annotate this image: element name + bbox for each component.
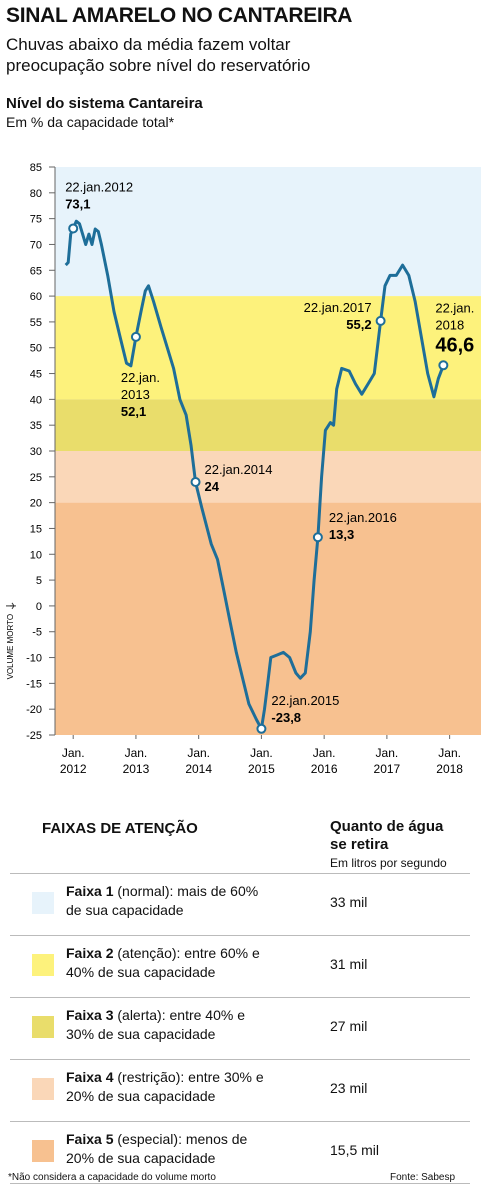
y-tick-label: 5 <box>36 575 42 587</box>
legend-value: 27 mil <box>330 1018 368 1034</box>
legend-value: 15,5 mil <box>330 1142 380 1158</box>
line <box>64 219 445 731</box>
chart: 8580757065605550454035302520151050-5-10-… <box>6 162 481 776</box>
point-value: -23,8 <box>271 710 301 725</box>
footnote: *Não considera a capacidade do volume mo… <box>8 1172 216 1183</box>
legend-text: (atenção): entre 60% e 40% de sua capaci… <box>66 945 260 980</box>
legend-value-subheader: Em litros por segundo <box>330 856 447 870</box>
point-marker <box>190 476 201 487</box>
legend-name: Faixa 3 <box>66 1007 114 1023</box>
legend-desc: Faixa 4 (restrição): entre 30% e 20% de … <box>66 1068 276 1106</box>
point-date: 22.jan. 2013 <box>121 370 160 402</box>
legend-swatch <box>32 954 54 976</box>
y-tick-label: -25 <box>26 730 42 742</box>
point-date: 22.jan. 2018 <box>435 300 474 332</box>
point-marker <box>68 223 79 234</box>
legend-name: Faixa 1 <box>66 883 114 899</box>
y-tick-label: 10 <box>30 549 42 561</box>
y-tick-label: 15 <box>30 523 42 535</box>
y-tick-label: 45 <box>30 369 42 381</box>
legend-row: Faixa 2 (atenção): entre 60% e 40% de su… <box>10 935 470 996</box>
x-tick-label: Jan. 2018 <box>436 746 463 776</box>
point-value: 52,1 <box>121 404 146 419</box>
x-tick-label: Jan. 2016 <box>311 746 338 776</box>
y-tick-label: 75 <box>30 214 42 226</box>
y-tick-label: 85 <box>30 162 42 174</box>
x-tick-label: Jan. 2015 <box>248 746 275 776</box>
y-tick-label: 65 <box>30 265 42 277</box>
y-tick-label: 55 <box>30 317 42 329</box>
legend-desc: Faixa 3 (alerta): entre 40% e 30% de sua… <box>66 1006 276 1044</box>
y-tick-label: 20 <box>30 498 42 510</box>
y-tick-label: 60 <box>30 291 42 303</box>
legend-value: 33 mil <box>330 894 368 910</box>
point-marker <box>375 315 386 326</box>
legend-row: Faixa 4 (restrição): entre 30% e 20% de … <box>10 1059 470 1120</box>
y-tick-label: -5 <box>32 627 42 639</box>
point-date: 22.jan.2012 <box>65 179 133 194</box>
chart-subtitle: Em % da capacidade total* <box>6 114 175 130</box>
band <box>55 451 481 503</box>
legend-desc: Faixa 1 (normal): mais de 60% de sua cap… <box>66 882 276 920</box>
legend-value-header: Quanto de água se retira <box>330 818 444 853</box>
legend-desc: Faixa 5 (especial): menos de 20% de sua … <box>66 1130 276 1168</box>
band <box>55 502 481 735</box>
y-tick-label: -20 <box>26 704 42 716</box>
legend-desc: Faixa 2 (atenção): entre 60% e 40% de su… <box>66 944 276 982</box>
legend-row: Faixa 5 (especial): menos de 20% de sua … <box>10 1121 470 1182</box>
source: Fonte: Sabesp <box>390 1172 456 1183</box>
legend-row: Faixa 1 (normal): mais de 60% de sua cap… <box>10 873 470 934</box>
point-marker <box>256 723 267 734</box>
subtitle: Chuvas abaixo da média fazem voltar preo… <box>6 35 311 75</box>
band <box>55 399 481 451</box>
legend-title: FAIXAS DE ATENÇÃO <box>42 820 198 837</box>
point-date: 22.jan.2016 <box>329 510 397 525</box>
volume-morto-label: VOLUME MORTO <box>6 614 15 680</box>
legend-rule <box>10 1183 470 1184</box>
y-tick-label: 30 <box>30 446 42 458</box>
legend-swatch <box>32 1016 54 1038</box>
x-tick-label: Jan. 2012 <box>60 746 87 776</box>
legend-text: (restrição): entre 30% e 20% de sua capa… <box>66 1069 264 1104</box>
point-date: 22.jan.2017 <box>304 300 372 315</box>
band <box>55 296 481 400</box>
y-tick-label: 80 <box>30 188 42 200</box>
point-marker <box>312 532 323 543</box>
y-tick-label: 35 <box>30 420 42 432</box>
point-marker <box>438 360 449 371</box>
y-tick-label: 70 <box>30 239 42 251</box>
x-tick-label: Jan. 2014 <box>185 746 212 776</box>
title: SINAL AMARELO NO CANTAREIRA <box>6 4 353 27</box>
y-tick-label: 50 <box>30 343 42 355</box>
legend-text: (alerta): entre 40% e 30% de sua capacid… <box>66 1007 245 1042</box>
legend-swatch <box>32 1078 54 1100</box>
chart-title: Nível do sistema Cantareira <box>6 95 203 112</box>
y-tick-label: -15 <box>26 678 42 690</box>
legend-text: (especial): menos de 20% de sua capacida… <box>66 1131 248 1166</box>
legend-name: Faixa 5 <box>66 1131 114 1147</box>
legend-value: 31 mil <box>330 956 368 972</box>
point-date: 22.jan.2014 <box>205 462 273 477</box>
legend-value: 23 mil <box>330 1080 368 1096</box>
point-value: 73,1 <box>65 196 90 211</box>
y-tick-label: 25 <box>30 472 42 484</box>
y-tick-label: 0 <box>36 601 42 613</box>
legend-text: (normal): mais de 60% de sua capacidade <box>66 883 259 918</box>
point-value: 55,2 <box>346 317 371 332</box>
y-tick-label: 40 <box>30 394 42 406</box>
point-value: 24 <box>205 479 220 494</box>
point-value: 46,6 <box>435 334 474 356</box>
x-tick-label: Jan. 2013 <box>123 746 150 776</box>
legend-swatch <box>32 1140 54 1162</box>
legend-name: Faixa 2 <box>66 945 114 961</box>
x-tick-label: Jan. 2017 <box>374 746 401 776</box>
point-value: 13,3 <box>329 527 354 542</box>
legend-name: Faixa 4 <box>66 1069 114 1085</box>
legend-row: Faixa 3 (alerta): entre 40% e 30% de sua… <box>10 997 470 1058</box>
legend-swatch <box>32 892 54 914</box>
y-tick-label: -10 <box>26 653 42 665</box>
point-marker <box>130 331 141 342</box>
point-date: 22.jan.2015 <box>271 693 339 708</box>
